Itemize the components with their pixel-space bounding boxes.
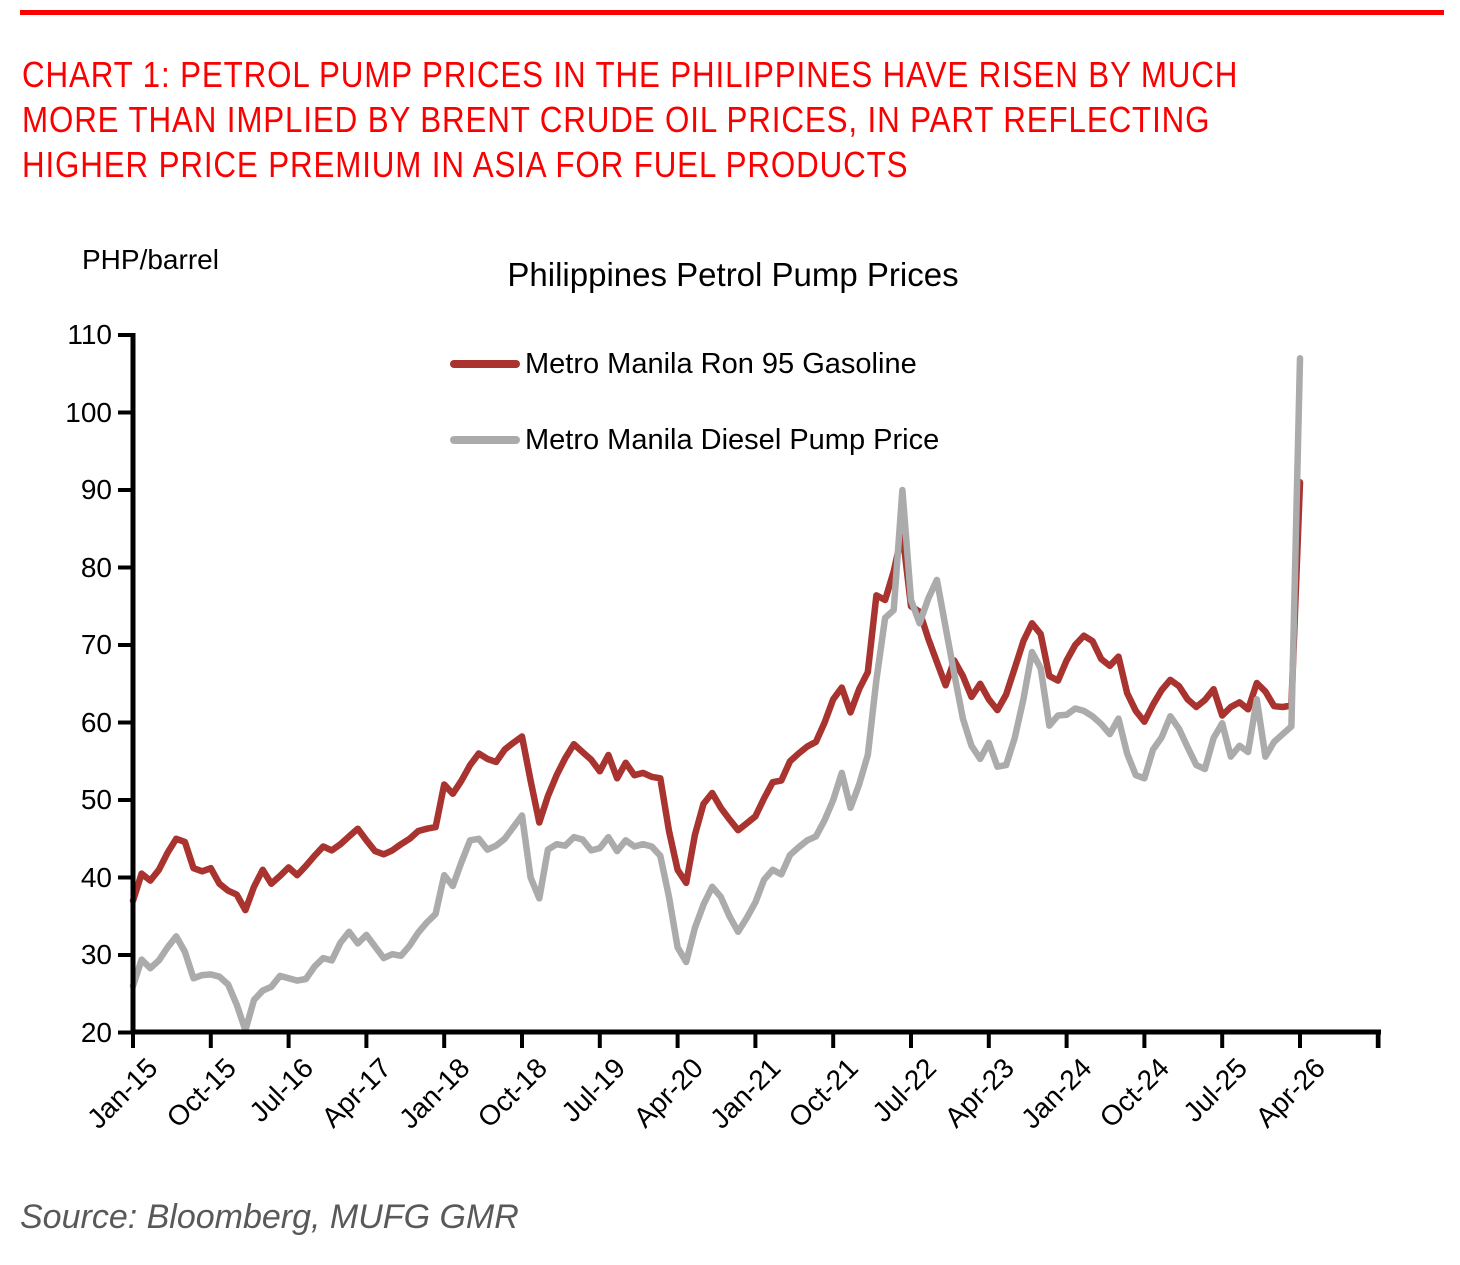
y-tick-label: 110	[67, 319, 112, 350]
y-tick-label: 100	[65, 396, 112, 428]
chart-heading-line-1: CHART 1: PETROL PUMP PRICES IN THE PHILI…	[22, 54, 1239, 95]
chart-heading: CHART 1: PETROL PUMP PRICES IN THE PHILI…	[22, 52, 1238, 187]
diesel-line-swatch	[450, 436, 520, 444]
y-axis-unit-label: PHP/barrel	[82, 244, 219, 275]
y-tick-label: 80	[80, 551, 112, 583]
y-tick-label: 90	[80, 474, 112, 505]
series-line-diesel	[129, 355, 1304, 1034]
series-line-gasoline	[129, 479, 1304, 914]
y-tick-label: 50	[80, 784, 112, 815]
y-tick-label: 70	[80, 629, 112, 660]
legend-item-gasoline: Metro Manila Ron 95 Gasoline	[450, 348, 939, 380]
legend: Metro Manila Ron 95 Gasoline Metro Manil…	[450, 348, 939, 500]
y-tick-label: 30	[80, 939, 112, 970]
legend-label-diesel: Metro Manila Diesel Pump Price	[525, 423, 940, 456]
y-tick-label: 40	[80, 861, 112, 893]
gasoline-line-swatch	[450, 360, 520, 368]
chart-title: Philippines Petrol Pump Prices	[507, 256, 959, 293]
y-tick-label: 20	[80, 1016, 112, 1048]
legend-label-gasoline: Metro Manila Ron 95 Gasoline	[525, 347, 917, 380]
legend-item-diesel: Metro Manila Diesel Pump Price	[450, 424, 939, 456]
chart-heading-line-2: MORE THAN IMPLIED BY BRENT CRUDE OIL PRI…	[22, 99, 1211, 140]
chart-heading-line-3: HIGHER PRICE PREMIUM IN ASIA FOR FUEL PR…	[22, 144, 909, 185]
top-rule	[20, 10, 1444, 15]
y-tick-label: 60	[80, 706, 112, 738]
source-line: Source: Bloomberg, MUFG GMR	[20, 1198, 519, 1236]
